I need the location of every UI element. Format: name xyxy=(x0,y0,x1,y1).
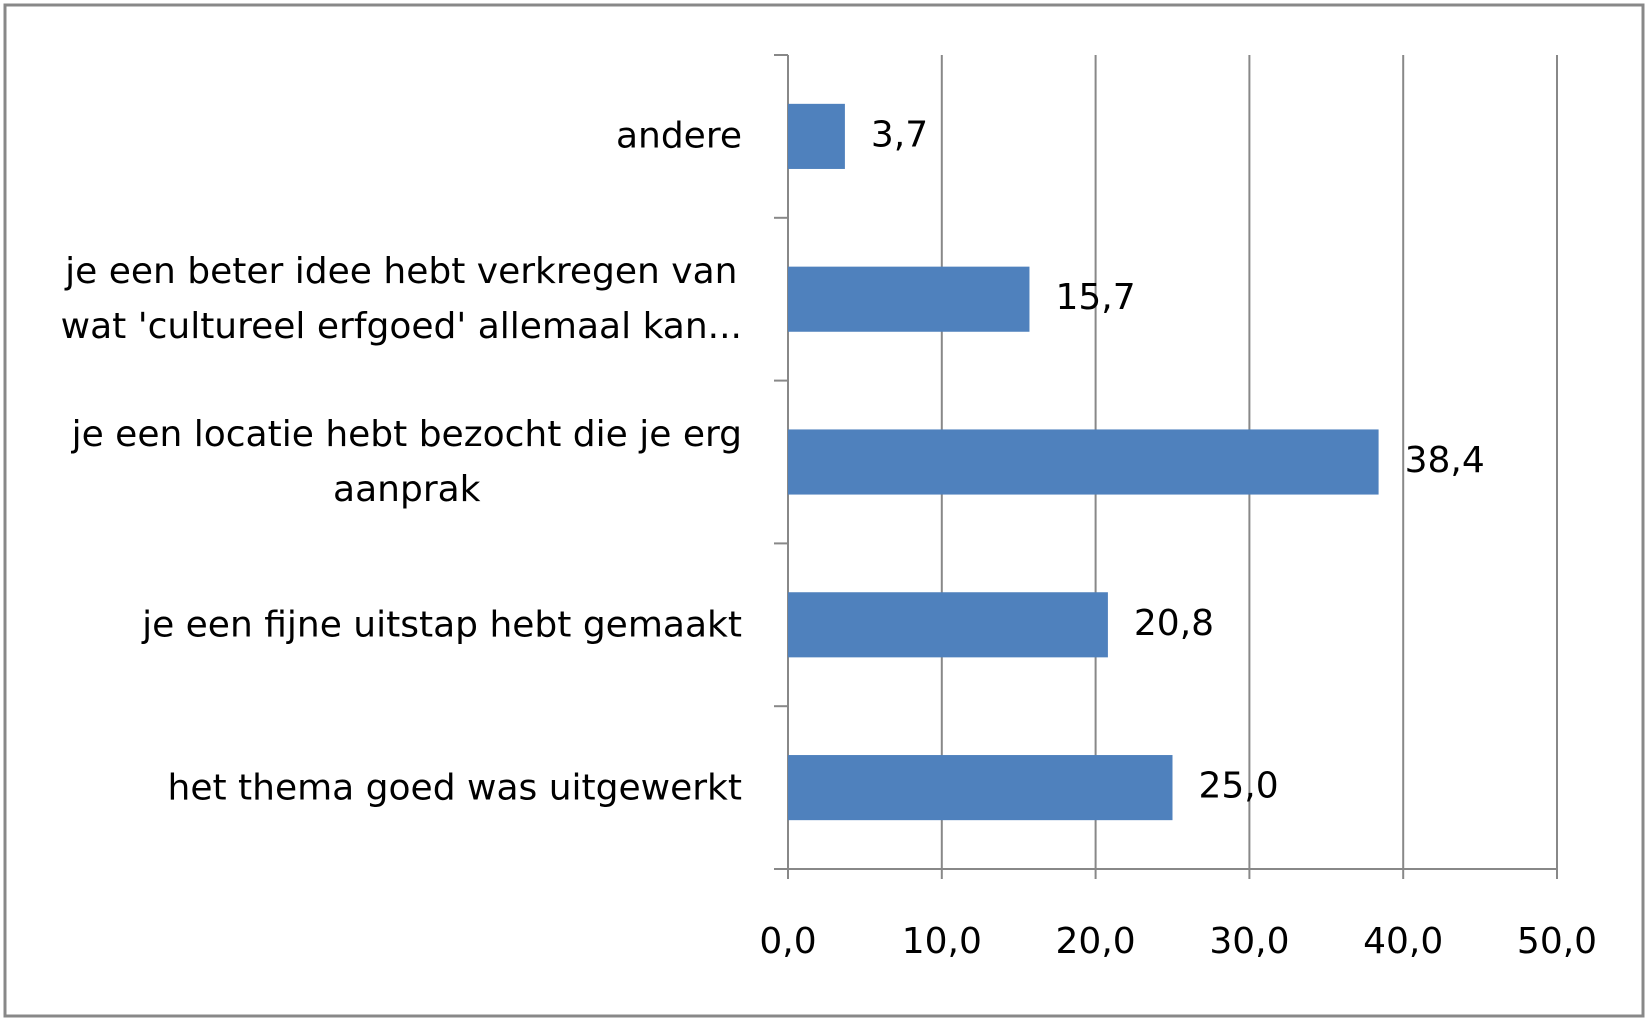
y-tick-label: je een beter idee hebt verkregen van wat… xyxy=(60,251,742,348)
bar xyxy=(788,266,1030,332)
x-tick-label: 50,0 xyxy=(1517,921,1597,962)
x-tick-label: 0,0 xyxy=(759,921,816,962)
y-tick-label: je een fijne uitstap hebt gemaakt xyxy=(142,604,742,646)
data-label: 20,8 xyxy=(1134,603,1214,644)
chart-border xyxy=(3,3,1645,1018)
x-tick-label: 30,0 xyxy=(1209,921,1289,962)
x-tick-label: 20,0 xyxy=(1056,921,1136,962)
x-tick-label: 40,0 xyxy=(1363,921,1443,962)
data-label: 25,0 xyxy=(1199,766,1279,807)
y-tick-label: je een locatie hebt bezocht die je erg a… xyxy=(71,414,742,510)
bar xyxy=(788,592,1108,658)
y-tick-label: andere xyxy=(615,115,742,157)
x-tick-label: 10,0 xyxy=(902,921,982,962)
data-label: 38,4 xyxy=(1405,440,1485,481)
y-tick-label: het thema goed was uitgewerkt xyxy=(167,767,743,809)
bar xyxy=(788,755,1173,821)
bar xyxy=(788,429,1379,495)
data-label: 15,7 xyxy=(1055,277,1135,318)
data-label: 3,7 xyxy=(871,114,928,155)
bar xyxy=(788,103,845,169)
